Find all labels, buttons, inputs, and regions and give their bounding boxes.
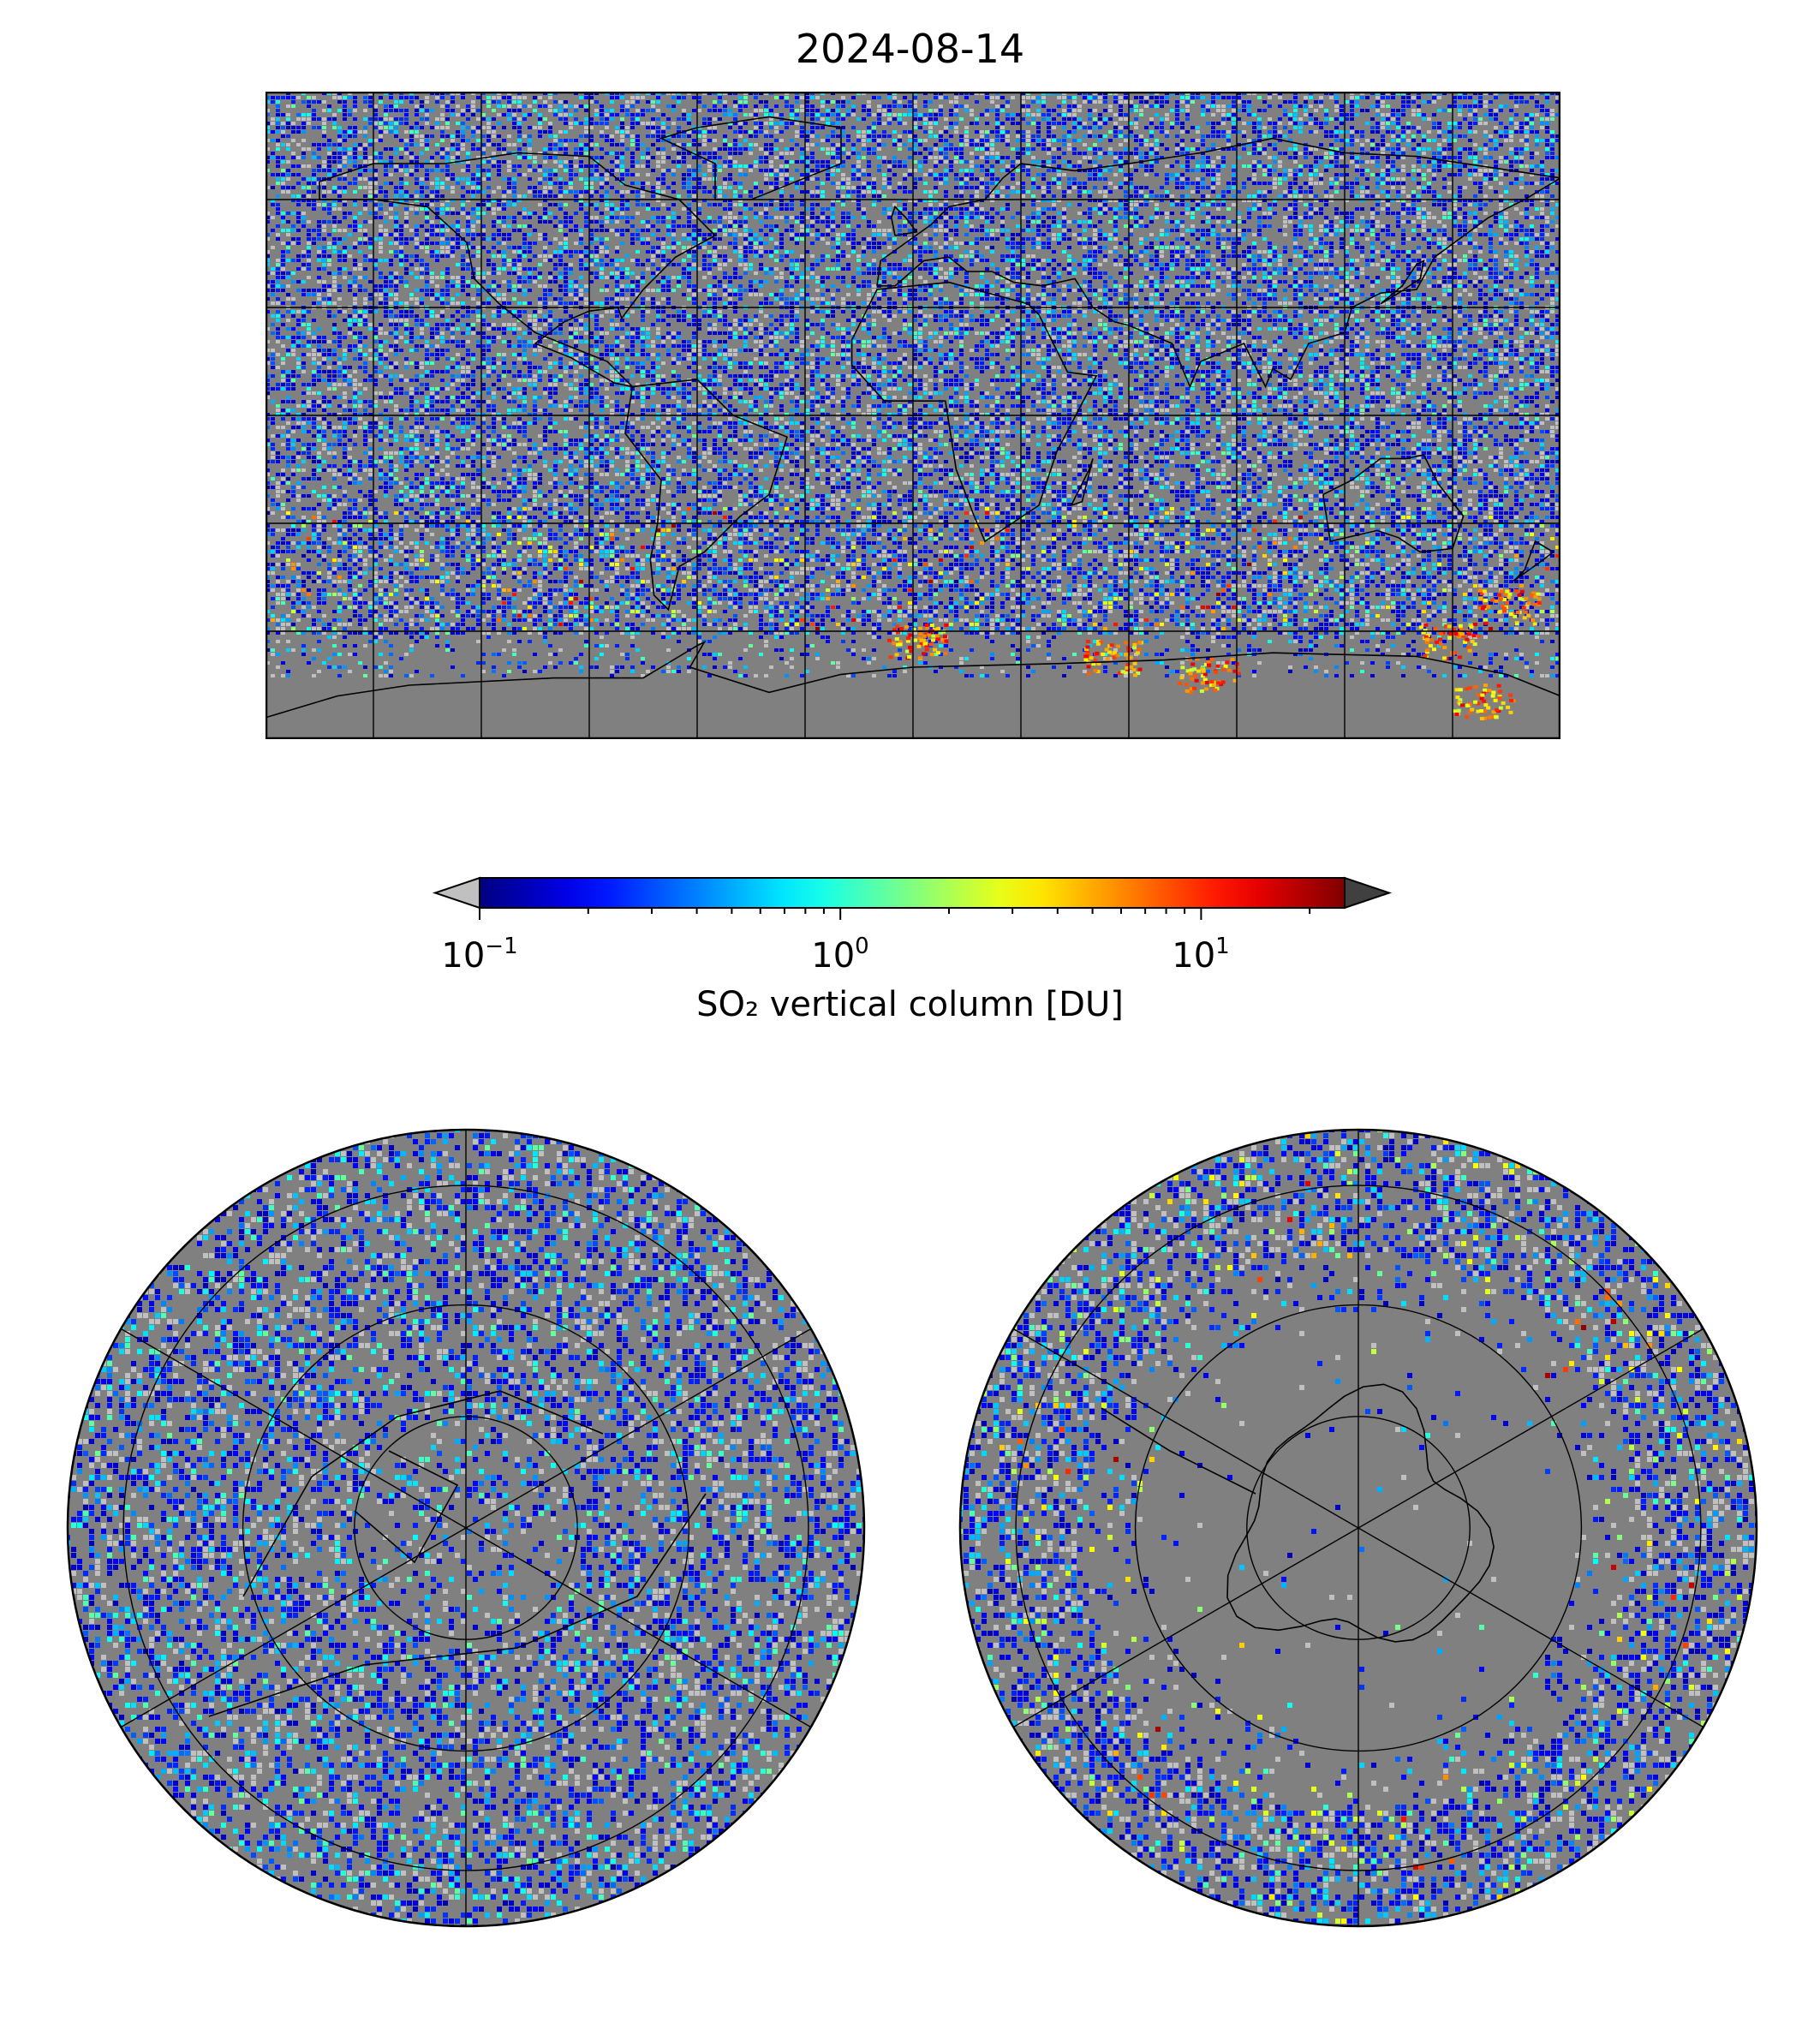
colorbar bbox=[432, 876, 1393, 920]
figure-title: 2024-08-14 bbox=[0, 26, 1820, 72]
coastlines bbox=[208, 1390, 707, 1717]
world-map-frame bbox=[266, 92, 1560, 739]
graticule bbox=[1012, 1130, 1704, 1926]
colorbar-gradient bbox=[479, 877, 1346, 909]
antarctica-coast bbox=[1226, 1383, 1495, 1643]
graticule bbox=[266, 92, 1560, 739]
colorbar-tick-label: 10−1 bbox=[441, 934, 517, 976]
south-polar-map bbox=[958, 1128, 1758, 1928]
polar-frame bbox=[958, 1128, 1758, 1928]
so2-pixel-layer bbox=[960, 1130, 1757, 1926]
north-polar-map bbox=[66, 1128, 866, 1928]
colorbar-over-extension bbox=[1344, 876, 1393, 910]
so2-pixel-layer bbox=[266, 92, 1560, 720]
colorbar-label: SO₂ vertical column [DU] bbox=[0, 985, 1820, 1024]
colorbar-tick-label: 100 bbox=[811, 934, 868, 976]
graticule bbox=[120, 1130, 812, 1926]
polar-frame bbox=[66, 1128, 866, 1928]
colorbar-under-extension bbox=[432, 876, 480, 910]
coastlines bbox=[1101, 1383, 1495, 1643]
world-map bbox=[266, 92, 1560, 739]
colorbar-tick-label: 101 bbox=[1172, 934, 1229, 976]
colorbar-tick-labels: 10−1 100 101 bbox=[0, 934, 1820, 985]
